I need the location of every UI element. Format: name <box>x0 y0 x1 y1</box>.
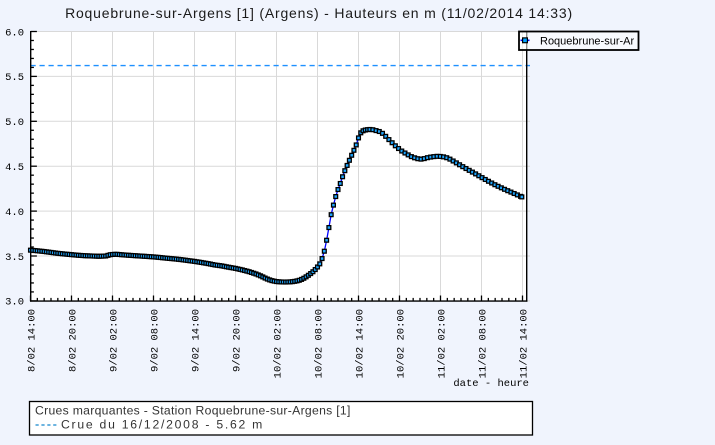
svg-text:10/02 02:00: 10/02 02:00 <box>273 309 285 378</box>
svg-text:date - heure: date - heure <box>453 378 529 390</box>
svg-text:11/02 08:00: 11/02 08:00 <box>478 309 490 378</box>
svg-text:8/02 14:00: 8/02 14:00 <box>27 309 39 372</box>
svg-text:3.0: 3.0 <box>5 297 24 309</box>
svg-text:11/02 02:00: 11/02 02:00 <box>437 309 449 378</box>
svg-text:Roquebrune-sur-Argens [1] (Arg: Roquebrune-sur-Argens [1] (Argens) - Hau… <box>65 5 573 21</box>
svg-text:9/02 20:00: 9/02 20:00 <box>232 309 244 372</box>
svg-text:9/02 08:00: 9/02 08:00 <box>150 309 162 372</box>
svg-text:8/02 20:00: 8/02 20:00 <box>68 309 80 372</box>
svg-text:10/02 14:00: 10/02 14:00 <box>355 309 367 378</box>
svg-text:6.0: 6.0 <box>5 27 24 39</box>
svg-text:Roquebrune-sur-Ar: Roquebrune-sur-Ar <box>540 36 634 48</box>
svg-text:9/02 02:00: 9/02 02:00 <box>109 309 121 372</box>
svg-text:5.5: 5.5 <box>5 72 24 84</box>
svg-text:4.0: 4.0 <box>5 207 24 219</box>
svg-text:9/02 14:00: 9/02 14:00 <box>191 309 203 372</box>
svg-text:Crues marquantes - Station Roq: Crues marquantes - Station Roquebrune-su… <box>35 404 351 418</box>
svg-text:11/02 14:00: 11/02 14:00 <box>519 309 531 378</box>
svg-text:5.0: 5.0 <box>5 117 24 129</box>
svg-text:10/02 20:00: 10/02 20:00 <box>396 309 408 378</box>
svg-text:Crue du 16/12/2008 - 5.62 m: Crue du 16/12/2008 - 5.62 m <box>61 418 264 432</box>
svg-text:3.5: 3.5 <box>5 252 24 264</box>
svg-text:4.5: 4.5 <box>5 162 24 174</box>
svg-text:10/02 08:00: 10/02 08:00 <box>314 309 326 378</box>
